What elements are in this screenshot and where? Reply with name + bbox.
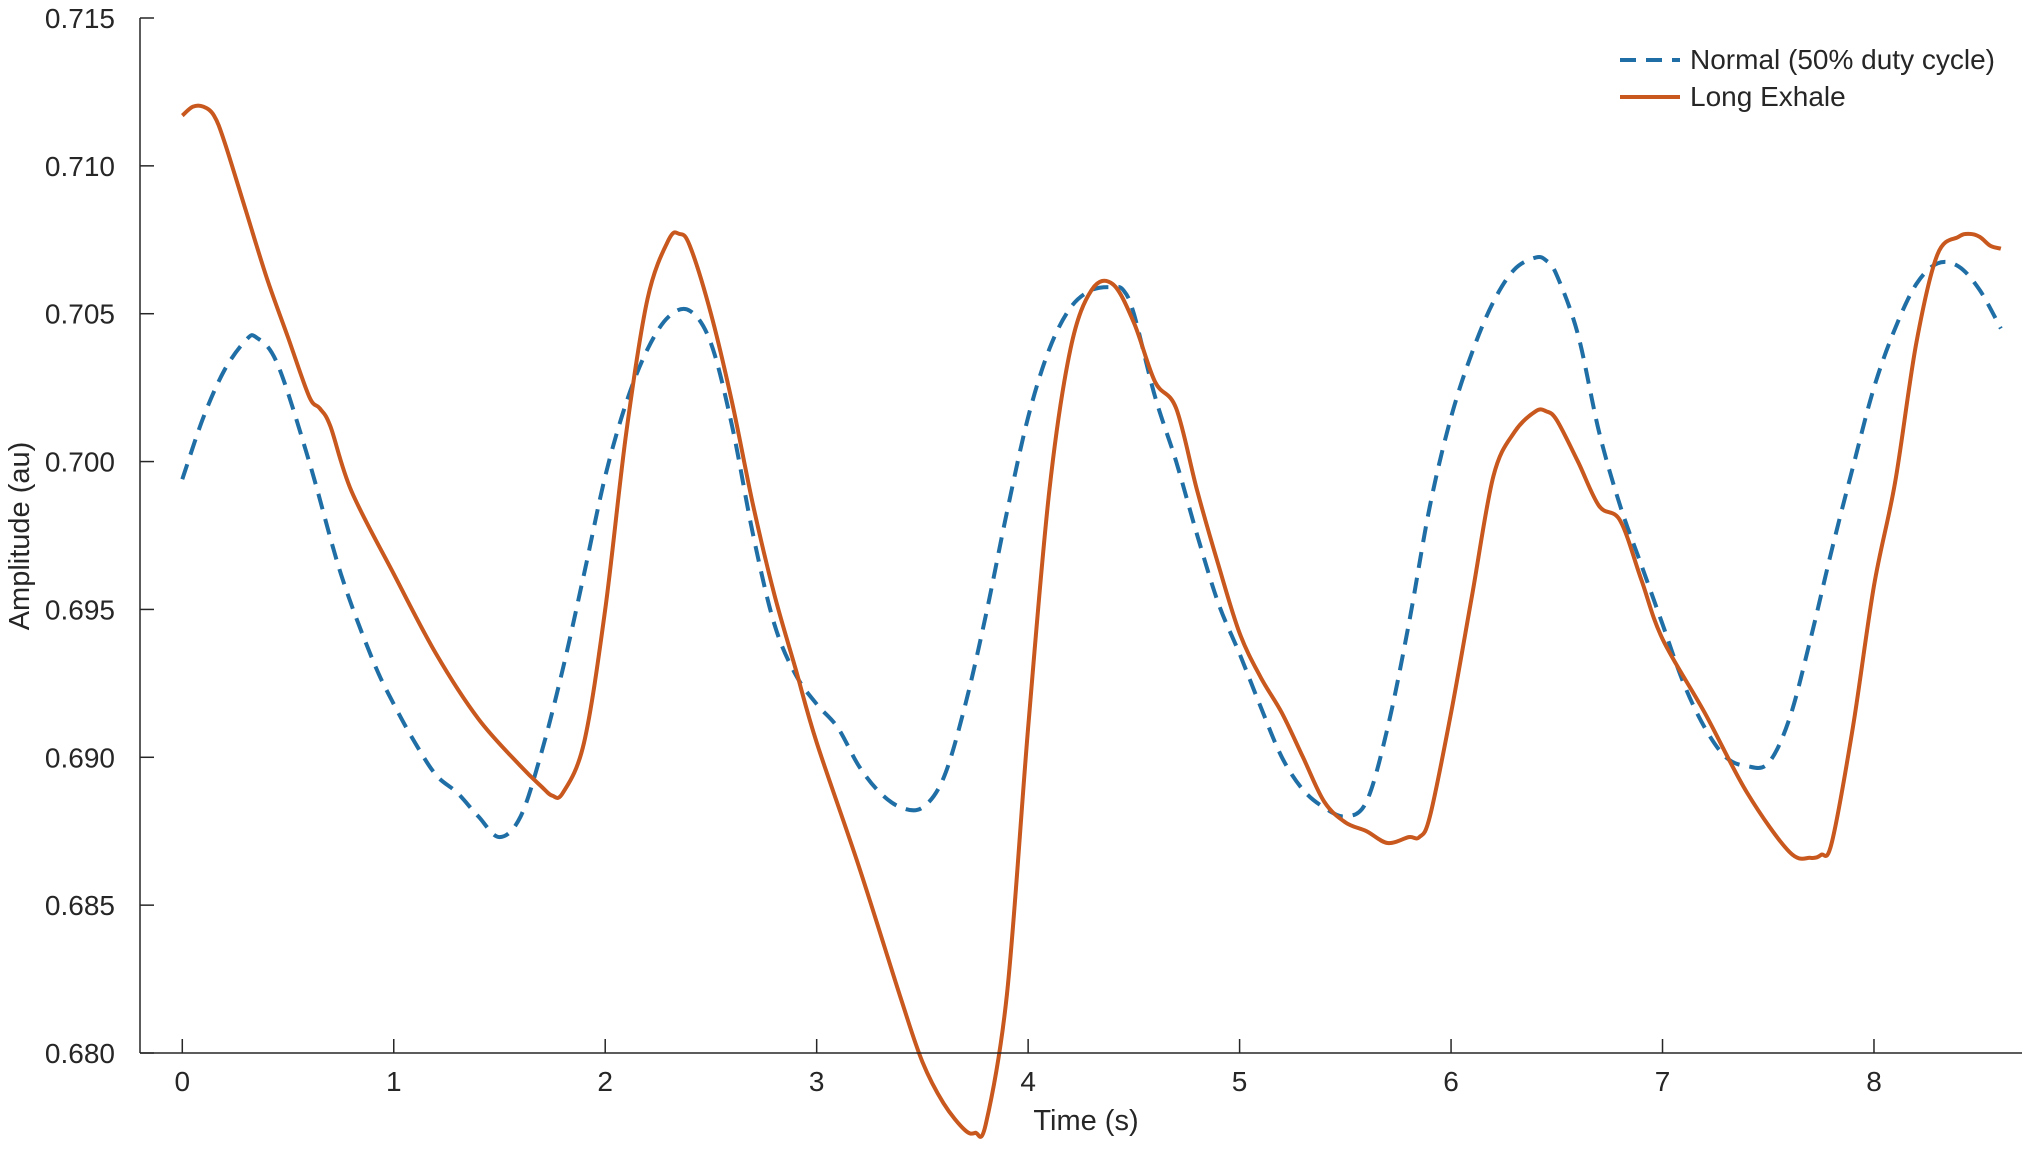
y-tick-label: 0.705: [45, 299, 115, 330]
legend: Normal (50% duty cycle) Long Exhale: [1620, 44, 1995, 112]
y-tick-label: 0.685: [45, 890, 115, 921]
x-tick-label: 7: [1655, 1066, 1671, 1097]
y-tick-label: 0.715: [45, 3, 115, 34]
series-line-normal: [180, 254, 2003, 840]
x-tick-label: 4: [1020, 1066, 1036, 1097]
y-tick-label: 0.700: [45, 447, 115, 478]
series-line-long-exhale: [180, 103, 2002, 1139]
x-tick-label: 8: [1866, 1066, 1882, 1097]
legend-label-normal: Normal (50% duty cycle): [1690, 44, 1995, 75]
x-tick-label: 6: [1443, 1066, 1459, 1097]
plot-area: [140, 18, 2022, 1053]
axes-layer: 0 1 2 3 4 5 6 7 8 0.680 0.685 0.690 0.695 0.700 0.705 0…: [45, 3, 2022, 1097]
y-tick-label: 0.695: [45, 594, 115, 625]
x-tick-label: 2: [597, 1066, 613, 1097]
x-tick-label: 5: [1232, 1066, 1248, 1097]
y-axis-title: Amplitude (au): [4, 442, 36, 631]
x-axis-title: Time (s): [1033, 1105, 1138, 1137]
x-tick-label: 3: [809, 1066, 825, 1097]
legend-label-long-exhale: Long Exhale: [1690, 81, 1846, 112]
y-tick-label: 0.710: [45, 151, 115, 182]
y-tick-label: 0.680: [45, 1038, 115, 1069]
x-tick-label: 0: [175, 1066, 191, 1097]
series-layer: [180, 103, 2003, 1139]
x-tick-label: 1: [386, 1066, 402, 1097]
y-tick-label: 0.690: [45, 742, 115, 773]
